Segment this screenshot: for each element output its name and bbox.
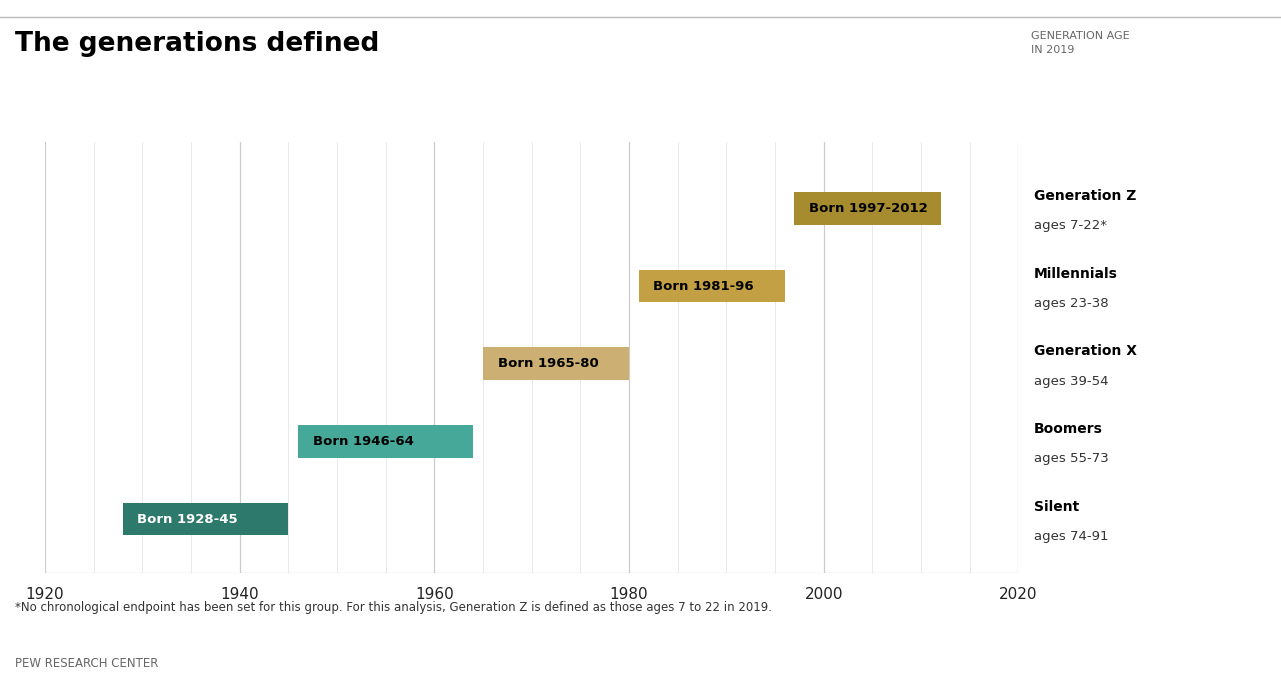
Text: Born 1946-64: Born 1946-64 — [313, 435, 414, 448]
Text: PEW RESEARCH CENTER: PEW RESEARCH CENTER — [15, 657, 159, 670]
Text: Born 1965-80: Born 1965-80 — [497, 357, 598, 370]
Text: Generation X: Generation X — [1034, 344, 1136, 358]
Text: *No chronological endpoint has been set for this group. For this analysis, Gener: *No chronological endpoint has been set … — [15, 601, 772, 614]
Text: Generation Z: Generation Z — [1034, 189, 1136, 203]
Text: Boomers: Boomers — [1034, 422, 1103, 436]
Text: Born 1928-45: Born 1928-45 — [137, 512, 238, 525]
FancyBboxPatch shape — [298, 425, 473, 458]
Text: Born 1997-2012: Born 1997-2012 — [810, 202, 927, 215]
Text: ages 74-91: ages 74-91 — [1034, 530, 1108, 543]
Text: Millennials: Millennials — [1034, 267, 1117, 281]
FancyBboxPatch shape — [483, 348, 629, 380]
FancyBboxPatch shape — [794, 192, 940, 224]
Text: ages 7-22*: ages 7-22* — [1034, 220, 1107, 232]
Text: GENERATION AGE
IN 2019: GENERATION AGE IN 2019 — [1031, 31, 1130, 56]
Text: Silent: Silent — [1034, 500, 1079, 514]
Text: ages 23-38: ages 23-38 — [1034, 297, 1108, 310]
Text: Born 1981-96: Born 1981-96 — [653, 279, 755, 293]
FancyBboxPatch shape — [639, 270, 785, 302]
FancyBboxPatch shape — [123, 502, 288, 535]
Text: ages 55-73: ages 55-73 — [1034, 452, 1108, 465]
Text: ages 39-54: ages 39-54 — [1034, 375, 1108, 388]
Text: The generations defined: The generations defined — [15, 31, 379, 57]
